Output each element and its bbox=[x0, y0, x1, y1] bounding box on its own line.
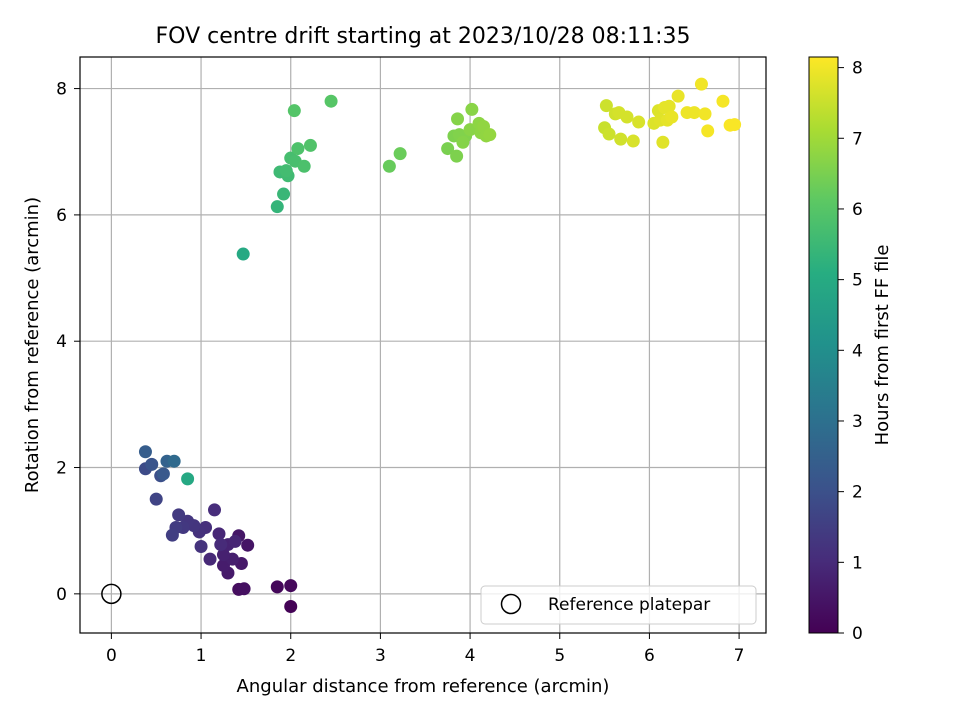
scatter-point bbox=[483, 128, 497, 142]
colorbar-tick-label: 4 bbox=[852, 341, 863, 361]
colorbar-tick-label: 1 bbox=[852, 553, 863, 573]
scatter-point bbox=[214, 538, 228, 552]
scatter-point bbox=[687, 106, 701, 120]
plot-frame bbox=[79, 56, 767, 634]
colorbar bbox=[808, 56, 839, 634]
colorbar-tick-label: 7 bbox=[852, 129, 863, 149]
scatter-point bbox=[451, 112, 465, 126]
scatter-point bbox=[203, 552, 217, 566]
colorbar-tick-label: 3 bbox=[852, 412, 863, 432]
scatter-point bbox=[382, 159, 396, 173]
scatter-point bbox=[156, 467, 170, 481]
scatter-point bbox=[270, 200, 284, 214]
x-tick-label: 0 bbox=[106, 646, 117, 666]
scatter-point bbox=[626, 134, 640, 148]
y-axis-label: Rotation from reference (arcmin) bbox=[22, 197, 43, 493]
scatter-point bbox=[694, 77, 708, 91]
colorbar-tick-label: 2 bbox=[852, 483, 863, 503]
legend-marker bbox=[500, 593, 522, 615]
scatter-point bbox=[194, 539, 208, 553]
x-tick-label: 7 bbox=[734, 646, 745, 666]
scatter-point bbox=[656, 135, 670, 149]
scatter-point bbox=[138, 445, 152, 459]
x-tick-label: 2 bbox=[285, 646, 296, 666]
x-tick-label: 6 bbox=[644, 646, 655, 666]
x-axis-ticks: 0 1 2 3 4 5 6 7 bbox=[106, 633, 745, 666]
scatter-point bbox=[632, 115, 646, 129]
chart-title: FOV centre drift starting at 2023/10/28 … bbox=[156, 24, 691, 49]
scatter-point bbox=[291, 142, 305, 156]
y-tick-label: 8 bbox=[56, 80, 67, 100]
data-points bbox=[138, 77, 742, 613]
legend-box bbox=[480, 585, 757, 625]
scatter-point bbox=[270, 580, 284, 594]
x-tick-label: 4 bbox=[465, 646, 476, 666]
scatter-point bbox=[212, 527, 226, 541]
legend-label: Reference platepar bbox=[548, 595, 710, 615]
scatter-point bbox=[671, 89, 685, 103]
scatter-point bbox=[602, 127, 616, 141]
colorbar-ticks: 0 1 2 3 4 5 6 7 8 bbox=[838, 59, 863, 644]
scatter-point bbox=[165, 528, 179, 542]
scatter-point bbox=[145, 457, 159, 471]
scatter-point bbox=[441, 142, 455, 156]
scatter-point bbox=[665, 110, 679, 124]
scatter-point bbox=[279, 164, 293, 178]
scatter-point bbox=[149, 492, 163, 506]
x-tick-label: 1 bbox=[196, 646, 207, 666]
scatter-point bbox=[599, 99, 613, 113]
scatter-point bbox=[465, 102, 479, 116]
scatter-point bbox=[728, 118, 742, 132]
scatter-point bbox=[284, 599, 298, 613]
y-tick-label: 4 bbox=[56, 332, 67, 352]
scatter-point bbox=[450, 149, 464, 163]
scatter-point bbox=[167, 454, 181, 468]
scatter-point bbox=[393, 147, 407, 161]
scatter-point bbox=[698, 107, 712, 121]
scatter-point bbox=[297, 159, 311, 173]
scatter-point bbox=[216, 548, 230, 562]
y-tick-label: 2 bbox=[56, 459, 67, 479]
scatter-point bbox=[620, 110, 634, 124]
scatter-point bbox=[716, 94, 730, 108]
scatter-point bbox=[324, 94, 338, 108]
scatter-point bbox=[181, 472, 195, 486]
scatter-point bbox=[237, 582, 251, 596]
scatter-point bbox=[614, 132, 628, 146]
scatter-point bbox=[172, 508, 186, 522]
scatter-point bbox=[284, 579, 298, 593]
colorbar-tick-label: 6 bbox=[852, 200, 863, 220]
y-tick-label: 6 bbox=[56, 206, 67, 226]
scatter-point bbox=[277, 187, 291, 201]
scatter-point bbox=[287, 104, 301, 118]
colorbar-tick-label: 0 bbox=[852, 624, 863, 644]
colorbar-tick-label: 5 bbox=[852, 271, 863, 291]
scatter-point bbox=[701, 124, 715, 138]
x-tick-label: 5 bbox=[554, 646, 565, 666]
legend: Reference platepar bbox=[480, 585, 757, 625]
scatter-point bbox=[241, 538, 255, 552]
scatter-point bbox=[456, 135, 470, 149]
reference-platepar-marker bbox=[101, 583, 122, 605]
colorbar-tick-label: 8 bbox=[852, 59, 863, 79]
scatter-point bbox=[236, 247, 250, 261]
scatter-point bbox=[303, 138, 317, 152]
scatter-point bbox=[208, 503, 222, 517]
scatter-point bbox=[662, 99, 676, 113]
x-axis-label: Angular distance from reference (arcmin) bbox=[237, 676, 610, 697]
scatter-point bbox=[228, 534, 242, 548]
y-tick-label: 0 bbox=[56, 585, 67, 605]
x-tick-label: 3 bbox=[375, 646, 386, 666]
colorbar-label: Hours from first FF file bbox=[872, 245, 893, 446]
y-axis-ticks: 0 2 4 6 8 bbox=[56, 80, 80, 605]
